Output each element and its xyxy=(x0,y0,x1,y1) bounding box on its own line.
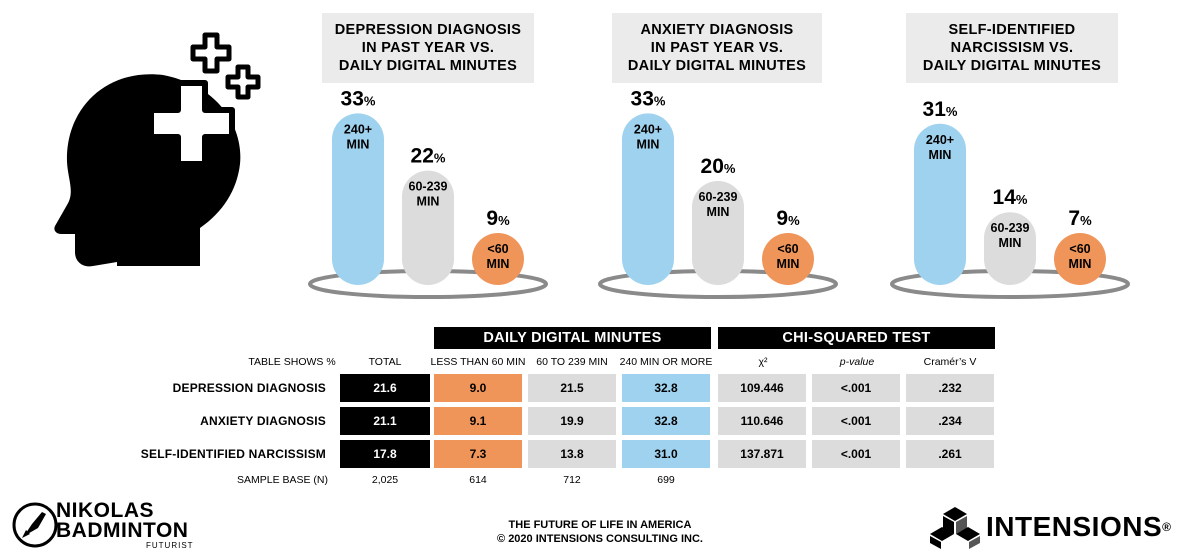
chart-title-depression: DEPRESSION DIAGNOSIS IN PAST YEAR VS. DAIL… xyxy=(322,13,534,83)
table-cell: 13.8 xyxy=(528,440,616,468)
table-cell: 21.1 xyxy=(340,407,430,435)
capsule-category-label: 60-239 xyxy=(409,180,448,194)
table-cell: <.001 xyxy=(812,407,900,435)
capsule-bar xyxy=(692,181,744,285)
sample-base-total: 2,025 xyxy=(371,474,399,486)
intensions-logo: INTENSIONS® xyxy=(930,505,1195,550)
capsule-bar xyxy=(984,212,1036,285)
capsule-bar xyxy=(402,170,454,285)
value-label: 9% xyxy=(776,207,800,230)
capsule-category-label: <60 xyxy=(777,242,798,256)
capsule-category-label: 60-239 xyxy=(991,221,1030,235)
capsule-category-label: MIN xyxy=(929,148,952,162)
capsule-category-label: <60 xyxy=(487,242,508,256)
table-cell: 21.5 xyxy=(528,374,616,402)
chart-title-narcissism: SELF-IDENTIFIED NARCISSISM VS. DAILY DIGIT… xyxy=(906,13,1118,83)
capsule-bar xyxy=(914,123,966,285)
table-cell: 31.0 xyxy=(622,440,710,468)
logo-line-3: FUTURIST xyxy=(146,541,194,550)
sample-base-label: SAMPLE BASE (N) xyxy=(236,474,328,486)
footer-text: THE FUTURE OF LIFE IN AMERICA © 2020 INT… xyxy=(430,518,770,546)
capsule-charts: 240+MIN33%60-239MIN22%<60MIN9%240+MIN33%… xyxy=(308,87,1130,299)
table-cell: 19.9 xyxy=(528,407,616,435)
capsule-category-label: <60 xyxy=(1069,242,1090,256)
capsule-bar xyxy=(332,113,384,286)
capsule-category-label: MIN xyxy=(417,195,440,209)
capsule-category-label: MIN xyxy=(999,236,1022,250)
capsule-category-label: 60-239 xyxy=(699,190,738,204)
chart-title-anxiety: ANXIETY DIAGNOSIS IN PAST YEAR VS. DAILY D… xyxy=(612,13,822,83)
capsule-category-label: MIN xyxy=(637,137,660,151)
intensions-cube-mark-icon xyxy=(930,507,980,549)
value-label: 22% xyxy=(411,145,446,168)
table-cell: .232 xyxy=(906,374,994,402)
table-cell: <.001 xyxy=(812,440,900,468)
capsule-bar xyxy=(622,113,674,286)
rocket-icon xyxy=(12,502,58,548)
capsule-category-label: 240+ xyxy=(926,133,954,147)
table-cell: 32.8 xyxy=(622,374,710,402)
capsule-bar xyxy=(762,233,814,285)
col-240-or-more: 240 MIN OR MORE xyxy=(619,356,713,368)
header-chi-squared-test: CHI-SQUARED TEST xyxy=(718,327,995,349)
table-cell: 7.3 xyxy=(434,440,522,468)
sample-base-low: 614 xyxy=(469,474,487,486)
value-label: 33% xyxy=(631,87,666,110)
small-cross-icon-top xyxy=(190,32,232,74)
small-cross-icon-right xyxy=(225,64,261,100)
row-label: DEPRESSION DIAGNOSIS xyxy=(172,381,326,395)
table-cell: .234 xyxy=(906,407,994,435)
col-chi-squared: χ² xyxy=(758,356,768,368)
table-cell: 32.8 xyxy=(622,407,710,435)
table-cell: 109.446 xyxy=(718,374,806,402)
value-label: 9% xyxy=(486,207,510,230)
col-cramers-v: Cramér’s V xyxy=(923,356,977,368)
large-cross-icon xyxy=(148,80,235,167)
capsule-bar xyxy=(1054,233,1106,285)
logo-line-2: BADMINTON xyxy=(56,519,189,542)
capsule-category-label: MIN xyxy=(1069,257,1092,271)
capsule-category-label: MIN xyxy=(487,257,510,271)
capsule-category-label: MIN xyxy=(777,257,800,271)
table-cell: 21.6 xyxy=(340,374,430,402)
col-table-shows: TABLE SHOWS % xyxy=(248,356,336,368)
logo-line-1: NIKOLAS xyxy=(56,499,154,522)
table-cell: 9.1 xyxy=(434,407,522,435)
value-label: 7% xyxy=(1068,207,1092,230)
sample-base-mid: 712 xyxy=(563,474,581,486)
row-label: SELF-IDENTIFIED NARCISSISM xyxy=(140,447,326,461)
table-cell: .261 xyxy=(906,440,994,468)
footer-line-1: THE FUTURE OF LIFE IN AMERICA xyxy=(508,519,692,531)
row-label: ANXIETY DIAGNOSIS xyxy=(200,414,326,428)
table-cell: <.001 xyxy=(812,374,900,402)
header-daily-digital-minutes: DAILY DIGITAL MINUTES xyxy=(434,327,711,349)
footer-line-2: © 2020 INTENSIONS CONSULTING INC. xyxy=(497,533,703,545)
head-with-medical-crosses-icon xyxy=(54,32,261,267)
sample-base-high: 699 xyxy=(657,474,675,486)
col-p-value: p-value xyxy=(839,356,875,368)
value-label: 33% xyxy=(341,87,376,110)
value-label: 31% xyxy=(923,98,958,121)
capsule-category-label: 240+ xyxy=(634,122,662,136)
col-less-than-60: LESS THAN 60 MIN xyxy=(430,356,526,368)
value-label: 20% xyxy=(701,155,736,178)
table-cell: 137.871 xyxy=(718,440,806,468)
nikolas-badminton-logo: NIKOLAS BADMINTON FUTURIST xyxy=(12,500,212,552)
table-cell: 110.646 xyxy=(718,407,806,435)
capsule-bar xyxy=(472,233,524,285)
table-cell: 9.0 xyxy=(434,374,522,402)
capsule-category-label: MIN xyxy=(707,205,730,219)
intensions-wordmark: INTENSIONS® xyxy=(986,511,1172,542)
capsule-category-label: 240+ xyxy=(344,122,372,136)
table-cell: 17.8 xyxy=(340,440,430,468)
col-60-to-239: 60 TO 239 MIN xyxy=(536,356,608,368)
capsule-category-label: MIN xyxy=(347,137,370,151)
value-label: 14% xyxy=(993,186,1028,209)
col-total: TOTAL xyxy=(368,356,402,368)
